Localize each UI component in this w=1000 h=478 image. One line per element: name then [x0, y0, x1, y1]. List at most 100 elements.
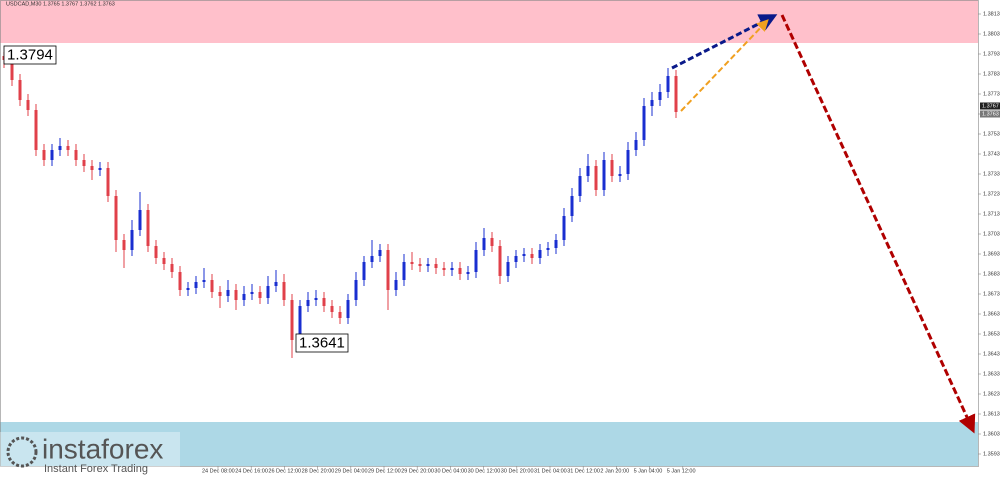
candle-body	[58, 146, 62, 150]
candle-body	[514, 256, 518, 262]
y-tick-label: 1.3803	[983, 31, 1000, 37]
zones	[0, 0, 978, 466]
candle-body	[346, 300, 350, 318]
candle-body	[34, 110, 38, 150]
candle-body	[114, 196, 118, 240]
candle-body	[162, 258, 166, 264]
forecast-arrow	[671, 14, 778, 70]
candle-body	[298, 306, 302, 340]
candle-body	[186, 288, 190, 290]
candle-body	[306, 300, 310, 306]
watermark: instaforex Instant Forex Trading	[0, 432, 180, 476]
candle-body	[370, 256, 374, 262]
candle-body	[234, 290, 238, 300]
candle-body	[338, 312, 342, 318]
zone	[0, 422, 978, 466]
candle-body	[314, 298, 318, 300]
x-tick-label: 26 Dec 12:00	[268, 468, 301, 474]
candle-body	[554, 240, 558, 248]
candles	[2, 52, 678, 358]
candle-body	[42, 150, 46, 160]
y-tick-label: 1.3593	[983, 451, 1000, 457]
y-tick-label: 1.3633	[983, 371, 1000, 377]
candle-body	[242, 294, 246, 300]
candle-body	[130, 230, 134, 250]
tagline: Instant Forex Trading	[44, 463, 148, 475]
x-tick-label: 30 Dec 04:00	[434, 468, 467, 474]
x-tick-label: 30 Dec 12:00	[468, 468, 501, 474]
candle-body	[178, 272, 182, 290]
candle-body	[226, 290, 230, 296]
y-tick-label: 1.3663	[983, 311, 1000, 317]
x-tick-label: 29 Dec 12:00	[368, 468, 401, 474]
symbol-header: USDCAD,M30 1.3765 1.3767 1.3762 1.3763	[6, 1, 115, 7]
candle-body	[18, 80, 22, 100]
candle-body	[618, 174, 622, 176]
y-tick-label: 1.3813	[983, 11, 1000, 17]
candle-body	[522, 254, 526, 256]
candle-body	[426, 264, 430, 266]
candle-body	[402, 262, 406, 280]
candle-body	[586, 166, 590, 176]
annotation-box	[295, 333, 349, 353]
candle-body	[578, 176, 582, 196]
y-tick-label: 1.3713	[983, 211, 1000, 217]
candle-body	[658, 92, 662, 100]
candle-body	[546, 248, 550, 250]
brand: instaforex	[42, 433, 163, 464]
candle-body	[154, 246, 158, 258]
candle-body	[442, 268, 446, 270]
candle-body	[82, 160, 86, 166]
price-tag-label: 1.3767	[982, 103, 999, 109]
candle-body	[530, 254, 534, 258]
y-tick-label: 1.3733	[983, 171, 1000, 177]
candle-body	[410, 262, 414, 264]
annotation-box	[3, 45, 57, 65]
y-tick-label: 1.3653	[983, 331, 1000, 337]
x-tick-label: 31 Dec 12:00	[567, 468, 600, 474]
y-tick-label: 1.3643	[983, 351, 1000, 357]
logo-icon	[6, 436, 38, 468]
y-tick-label: 1.3793	[983, 51, 1000, 57]
candle-body	[594, 166, 598, 190]
candle-body	[602, 160, 606, 190]
candle-body	[258, 292, 262, 298]
candle-body	[90, 166, 94, 170]
candle-body	[490, 238, 494, 246]
y-tick-label: 1.3743	[983, 151, 1000, 157]
candle-body	[458, 268, 462, 274]
candle-body	[610, 160, 614, 176]
y-tick-label: 1.3773	[983, 91, 1000, 97]
candle-body	[210, 280, 214, 292]
annotations: 1.3794 1.3641 1.3767 1.3763	[3, 45, 1000, 353]
candle-body	[418, 264, 422, 266]
candle-body	[282, 282, 286, 300]
candle-body	[570, 196, 574, 216]
x-tick-label: 29 Dec 04:00	[335, 468, 368, 474]
candle-body	[98, 168, 102, 170]
candle-body	[466, 272, 470, 274]
annotation-label: 1.3794	[7, 46, 53, 63]
candle-body	[10, 60, 14, 80]
plot-border	[0, 0, 979, 467]
y-tick-label: 1.3703	[983, 231, 1000, 237]
x-tick-label: 24 Dec 08:00	[202, 468, 235, 474]
candle-body	[506, 262, 510, 276]
candle-body	[274, 282, 278, 286]
candle-body	[250, 292, 254, 294]
candle-body	[26, 100, 30, 110]
candle-body	[378, 250, 382, 256]
candle-body	[202, 280, 206, 282]
price-tag-label: 1.3763	[982, 111, 999, 117]
forecast-arrow	[680, 19, 769, 112]
y-tick-label: 1.3723	[983, 191, 1000, 197]
y-tick-label: 1.3603	[983, 431, 1000, 437]
candle-body	[434, 264, 438, 268]
price-tag	[980, 110, 1000, 118]
candle-body	[634, 140, 638, 150]
candle-body	[50, 150, 54, 160]
candle-body	[474, 250, 478, 272]
y-tick-label: 1.3683	[983, 271, 1000, 277]
